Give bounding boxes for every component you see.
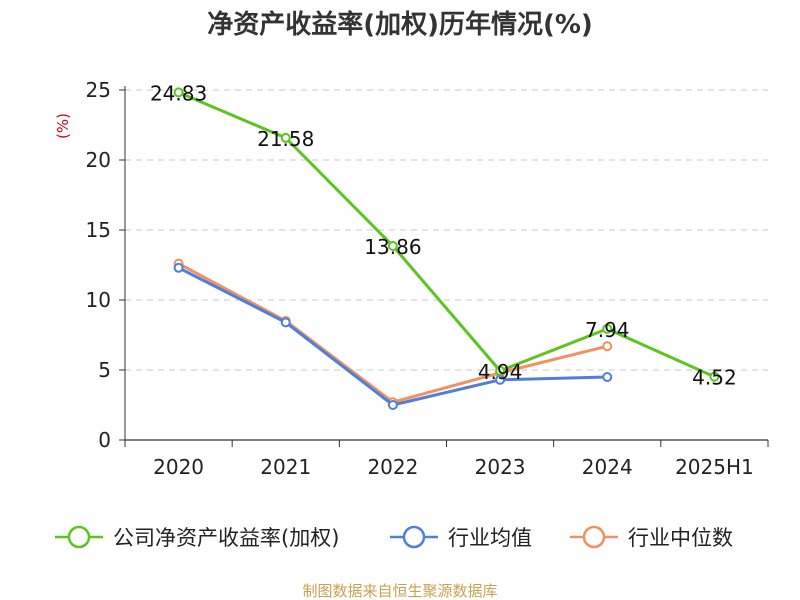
- data-point: [495, 365, 506, 376]
- x-tick-label: 2025H1: [675, 455, 754, 479]
- legend-label: 行业均值: [448, 526, 532, 550]
- legend-label: 行业中位数: [628, 526, 733, 550]
- data-label: 4.52: [692, 366, 737, 390]
- grid-layer: [125, 89, 768, 371]
- data-point: [602, 323, 613, 334]
- legend-label: 公司净资产收益率(加权): [113, 526, 339, 550]
- data-label: 13.86: [364, 235, 421, 259]
- y-tick-label: 20: [86, 148, 111, 172]
- data-point: [709, 371, 720, 382]
- y-tick-label: 15: [86, 218, 111, 242]
- chart-title: 净资产收益率(加权)历年情况(%): [207, 9, 593, 40]
- legend-item[interactable]: 公司净资产收益率(加权): [55, 525, 339, 550]
- x-tick-label: 2020: [153, 455, 204, 479]
- data-label: 7.94: [585, 318, 630, 342]
- data-point: [387, 400, 398, 410]
- y-tick-label: 10: [86, 288, 111, 312]
- legend: 公司净资产收益率(加权) 行业均值 行业中位数: [55, 525, 733, 550]
- data-point: [280, 132, 291, 143]
- series-line: [177, 90, 716, 379]
- y-tick-label: 0: [98, 428, 111, 452]
- data-point: [602, 372, 613, 382]
- series-layer: [173, 87, 720, 410]
- legend-swatch-marker: [582, 525, 606, 549]
- data-point: [387, 240, 398, 251]
- series-line: [177, 262, 608, 404]
- series-group: [173, 262, 613, 410]
- y-tick-label: 5: [98, 358, 111, 382]
- x-tick-label: 2023: [475, 455, 526, 479]
- series-group: [173, 258, 613, 408]
- data-label: 21.58: [257, 127, 314, 151]
- y-tick-label: 25: [86, 78, 111, 102]
- data-point: [280, 317, 291, 328]
- legend-swatch-marker: [402, 525, 426, 549]
- legend-item[interactable]: 行业均值: [390, 525, 532, 550]
- series-group: [173, 87, 720, 382]
- data-point: [173, 87, 184, 98]
- series-line: [177, 266, 608, 407]
- x-tick-label: 2021: [260, 455, 311, 479]
- source-footer: 制图数据来自恒生聚源数据库: [302, 582, 497, 600]
- legend-item[interactable]: 行业中位数: [570, 525, 733, 550]
- data-point: [173, 262, 184, 273]
- data-label: 4.94: [478, 360, 523, 384]
- y-axis-label: (%): [54, 113, 72, 139]
- x-tick-label: 2024: [582, 455, 633, 479]
- legend-swatch-marker: [67, 525, 91, 549]
- data-label-layer: 24.83 21.58 13.86 4.94 7.94 4.52: [150, 81, 737, 389]
- data-label: 24.83: [150, 81, 207, 105]
- x-tick-label: 2022: [367, 455, 418, 479]
- data-point: [602, 341, 613, 352]
- axis-layer: 0 5 10 15 20 25 2020 2021 2022 2023 2024 2025H1: [86, 78, 769, 479]
